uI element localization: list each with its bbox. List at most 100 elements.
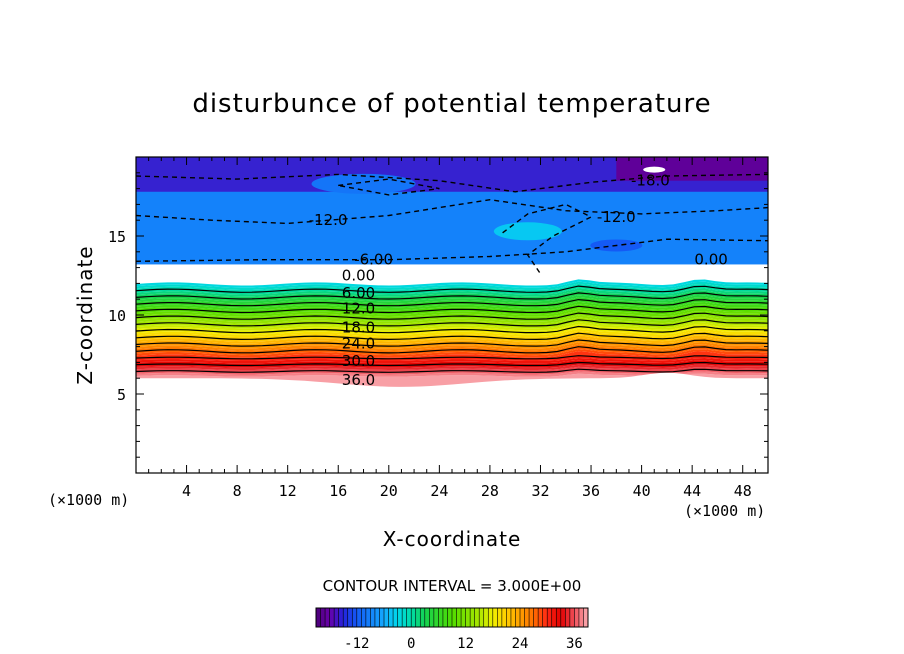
temperature-band <box>136 340 768 349</box>
colorbar-swatch <box>547 608 553 627</box>
temperature-band <box>136 295 768 304</box>
colorbar-swatch <box>560 608 566 627</box>
dashed-contour-line <box>136 198 768 225</box>
dashed-contour-line <box>338 178 440 196</box>
contour-label: -12.0 <box>597 208 636 226</box>
colorbar-swatch <box>365 608 371 627</box>
colorbar-swatch <box>356 608 362 627</box>
colorbar-swatch <box>329 608 335 627</box>
x-axis-label: X-coordinate <box>383 527 522 551</box>
colorbar-swatch <box>411 608 417 627</box>
colorbar-swatch <box>583 608 589 627</box>
temperature-band <box>136 346 768 356</box>
colorbar-swatch <box>420 608 426 627</box>
colorbar-swatch <box>556 608 562 627</box>
temperature-band <box>136 355 768 361</box>
chart-title: disturbunce of potential temperature <box>192 89 711 119</box>
colorbar-swatch <box>497 608 503 627</box>
contour-label: 30.0 <box>342 352 375 370</box>
colorbar-swatch <box>442 608 448 627</box>
colorbar-swatch <box>465 608 471 627</box>
x-tick-label: 48 <box>734 482 752 500</box>
colorbar-swatch <box>524 608 530 627</box>
colorbar-swatch <box>406 608 412 627</box>
colorbar-swatch <box>506 608 512 627</box>
colorbar-swatch <box>501 608 507 627</box>
colorbar-tick-label: 0 <box>407 636 415 652</box>
contour-lines <box>136 173 768 373</box>
colorbar-swatch <box>334 608 339 627</box>
temperature-band <box>136 372 768 387</box>
colorbar-swatch <box>374 608 380 627</box>
upper-light-cell <box>311 173 416 194</box>
temperature-band <box>136 306 768 315</box>
contour-line <box>136 319 768 327</box>
colorbar-swatch <box>578 608 584 627</box>
temperature-bands <box>136 157 768 387</box>
colorbar-tick-label: 24 <box>512 636 529 652</box>
x-tick-label: 4 <box>182 482 191 500</box>
contour-line <box>136 332 768 341</box>
contour-line <box>136 285 768 293</box>
contour-label: 36.0 <box>342 371 375 389</box>
colorbar-swatch <box>433 608 439 627</box>
contour-label: 0.00 <box>694 251 727 269</box>
temperature-band <box>136 297 768 306</box>
temperature-band <box>136 331 768 340</box>
white-patch <box>643 166 666 173</box>
temperature-band <box>136 288 768 297</box>
colorbar-swatch <box>474 608 480 627</box>
x-tick-label: 28 <box>481 482 499 500</box>
colorbar-swatch <box>470 608 475 627</box>
temperature-band <box>136 364 768 370</box>
colorbar-swatch <box>320 608 326 627</box>
colorbar-swatch <box>533 608 539 627</box>
colorbar-swatch <box>384 608 389 627</box>
temperature-band <box>136 292 768 302</box>
dashed-contour-line <box>502 203 593 275</box>
temperature-band <box>136 290 768 299</box>
temperature-band <box>136 342 768 351</box>
colorbar-swatch <box>452 608 457 627</box>
contour-line <box>136 305 768 314</box>
temperature-band <box>136 299 768 308</box>
temperature-band <box>136 322 768 331</box>
x-tick-label: 12 <box>279 482 297 500</box>
contour-line <box>136 339 768 347</box>
x-tick-label: 20 <box>380 482 398 500</box>
temperature-band <box>136 337 768 347</box>
colorbar-swatch <box>347 608 353 627</box>
temperature-band <box>136 369 768 375</box>
colorbar-frame <box>315 607 589 628</box>
colorbar-swatch <box>574 608 580 627</box>
contour-label: -18.0 <box>631 172 670 190</box>
dashed-contour-line <box>136 238 768 262</box>
contour-label: 0.00 <box>342 267 375 285</box>
contour-line <box>136 312 768 320</box>
temperature-band <box>136 313 768 322</box>
x-tick-label: 16 <box>329 482 347 500</box>
colorbar-swatch <box>429 608 435 627</box>
x-tick-label: 40 <box>633 482 651 500</box>
contour-label: -6.00 <box>354 251 393 269</box>
colorbar-swatch <box>379 608 385 627</box>
colorbar-tick-label: -12 <box>344 636 369 652</box>
temperature-band <box>136 371 768 377</box>
x-tick-label: 36 <box>582 482 600 500</box>
colorbar-swatch <box>393 608 398 627</box>
colorbar-swatch <box>538 608 543 627</box>
colorbar-swatch <box>325 608 330 627</box>
temperature-band <box>136 286 768 295</box>
colorbar-swatch <box>529 608 534 627</box>
temperature-band <box>136 344 768 353</box>
x-tick-label: 24 <box>430 482 448 500</box>
dashed-contour-line <box>136 173 768 193</box>
temperature-band <box>136 358 768 364</box>
y-axis-label: Z-coordinate <box>73 245 97 384</box>
temperature-band <box>136 326 768 335</box>
colorbar-swatch <box>338 608 344 627</box>
colorbar-swatch <box>515 608 521 627</box>
colorbar-swatch <box>402 608 407 627</box>
colorbar-swatch <box>565 608 571 627</box>
